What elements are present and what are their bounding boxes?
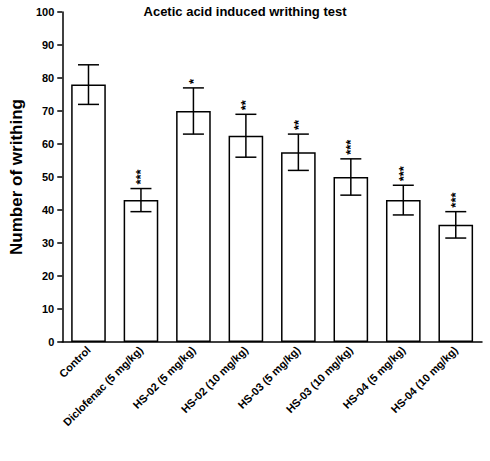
- svg-text:Control: Control: [57, 344, 93, 380]
- svg-text:HS-02 (5 mg/kg): HS-02 (5 mg/kg): [130, 343, 198, 411]
- svg-text:30: 30: [42, 237, 54, 249]
- svg-text:100: 100: [36, 6, 54, 18]
- svg-text:20: 20: [42, 270, 54, 282]
- svg-text:70: 70: [42, 105, 54, 117]
- svg-text:Acetic acid induced writhing t: Acetic acid induced writhing test: [144, 4, 348, 19]
- svg-text:Diclofenac (5 mg/kg): Diclofenac (5 mg/kg): [61, 344, 146, 429]
- svg-text:60: 60: [42, 138, 54, 150]
- svg-text:90: 90: [42, 39, 54, 51]
- svg-text:HS-04 (10 mg/kg): HS-04 (10 mg/kg): [389, 344, 461, 416]
- svg-text:***: ***: [448, 192, 463, 208]
- svg-text:*: *: [186, 78, 201, 84]
- svg-text:80: 80: [42, 72, 54, 84]
- svg-text:HS-03 (5 mg/kg): HS-03 (5 mg/kg): [235, 343, 303, 411]
- svg-text:10: 10: [42, 303, 54, 315]
- svg-text:***: ***: [343, 139, 358, 155]
- svg-text:**: **: [238, 99, 253, 110]
- svg-text:40: 40: [42, 204, 54, 216]
- svg-text:HS-03 (10 mg/kg): HS-03 (10 mg/kg): [283, 343, 356, 416]
- svg-text:HS-02 (10 mg/kg): HS-02 (10 mg/kg): [178, 343, 251, 416]
- svg-text:Number of writhing: Number of writhing: [7, 99, 26, 255]
- svg-text:HS-04 (5 mg/kg): HS-04 (5 mg/kg): [340, 343, 408, 411]
- svg-text:**: **: [291, 119, 306, 130]
- svg-text:***: ***: [133, 168, 148, 184]
- svg-text:50: 50: [42, 171, 54, 183]
- svg-text:***: ***: [396, 165, 411, 181]
- svg-text:0: 0: [48, 336, 54, 348]
